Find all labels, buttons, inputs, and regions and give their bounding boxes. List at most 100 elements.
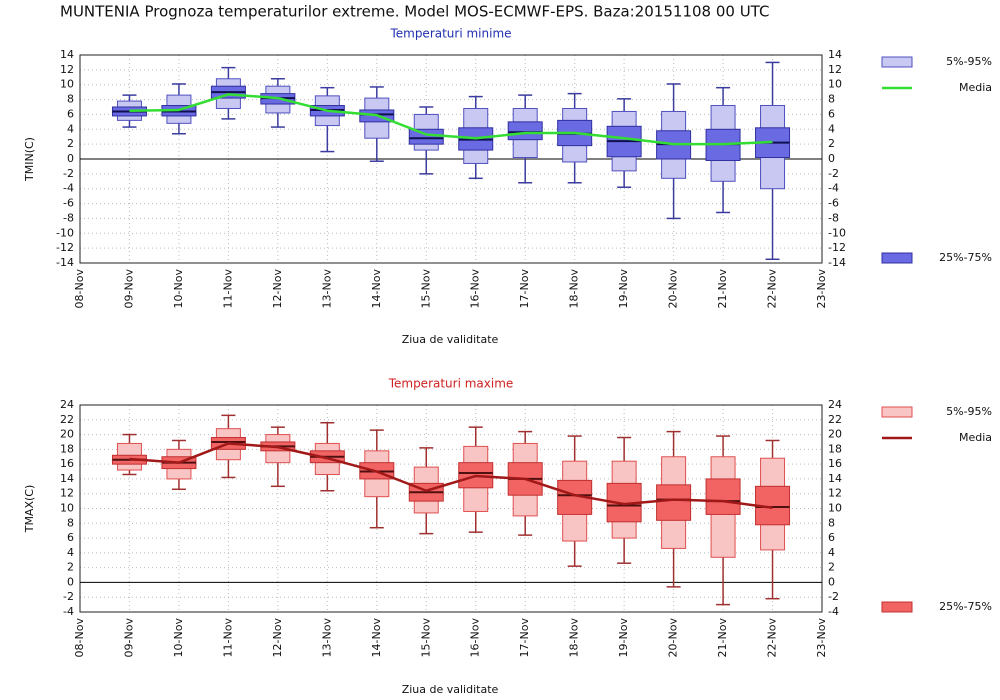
chart-title: Temperaturi minime	[389, 27, 511, 41]
y-tick-label: -8	[63, 211, 74, 224]
y-tick-label-right: -12	[828, 241, 846, 254]
x-tick-label: 17-Nov	[518, 618, 531, 658]
legend-swatch	[881, 56, 913, 68]
y-tick-label: 18	[60, 442, 74, 455]
y-tick-label: 6	[67, 107, 74, 120]
y-tick-label-right: 4	[828, 546, 835, 559]
x-axis-label: Ziua de validitate	[402, 333, 499, 346]
x-tick-label: 12-Nov	[271, 269, 284, 309]
box-25-75	[408, 128, 444, 145]
y-tick-label: 2	[67, 137, 74, 150]
y-tick-label-right: 10	[828, 78, 842, 91]
y-axis-label: TMIN(C)	[23, 137, 36, 182]
y-tick-label: -12	[56, 241, 74, 254]
legend-label: 25%-75%	[939, 251, 992, 264]
x-tick-label: 18-Nov	[568, 618, 581, 658]
y-tick-label-right: 2	[828, 137, 835, 150]
plot-frame	[79, 404, 823, 613]
legend-swatch	[881, 406, 913, 418]
y-tick-label: -2	[63, 167, 74, 180]
y-tick-label-right: 8	[828, 93, 835, 106]
x-tick-label: 10-Nov	[172, 618, 185, 658]
y-tick-label: -14	[56, 256, 74, 269]
y-tick-label-right: -10	[828, 226, 846, 239]
x-tick-label: 17-Nov	[518, 269, 531, 309]
y-tick-label-right: 0	[828, 152, 835, 165]
x-tick-label: 21-Nov	[716, 618, 729, 658]
legend-label: 25%-75%	[939, 600, 992, 613]
y-tick-label-right: -2	[828, 590, 839, 603]
y-tick-label: -2	[63, 590, 74, 603]
y-tick-label: 16	[60, 457, 74, 470]
y-tick-label-right: 12	[828, 63, 842, 76]
mean-line	[129, 93, 773, 146]
y-tick-label-right: 14	[828, 472, 842, 485]
legend-label: 5%-95%	[946, 405, 992, 418]
x-tick-label: 22-Nov	[766, 269, 779, 309]
x-tick-label: 08-Nov	[73, 618, 86, 658]
x-tick-label: 23-Nov	[815, 618, 828, 658]
x-tick-label: 09-Nov	[122, 269, 135, 309]
x-tick-label: 13-Nov	[320, 269, 333, 309]
y-tick-label-right: 12	[828, 487, 842, 500]
y-tick-label-right: 24	[828, 398, 842, 411]
y-tick-label: 0	[67, 575, 74, 588]
x-tick-label: 09-Nov	[122, 618, 135, 658]
y-tick-label-right: -4	[828, 182, 839, 195]
y-tick-label-right: 18	[828, 442, 842, 455]
x-tick-label: 19-Nov	[617, 618, 630, 658]
y-tick-label-right: 10	[828, 502, 842, 515]
x-tick-label: 08-Nov	[73, 269, 86, 309]
x-tick-label: 19-Nov	[617, 269, 630, 309]
y-tick-label: 24	[60, 398, 74, 411]
y-tick-label-right: 8	[828, 516, 835, 529]
chart-title: Temperaturi maxime	[388, 377, 514, 391]
x-tick-label: 12-Nov	[271, 618, 284, 658]
x-tick-label: 11-Nov	[221, 269, 234, 309]
x-tick-label: 21-Nov	[716, 269, 729, 309]
y-tick-label-right: -4	[828, 605, 839, 618]
y-tick-label-right: -8	[828, 211, 839, 224]
box-25-75	[705, 478, 741, 515]
y-tick-label-right: -6	[828, 197, 839, 210]
x-tick-label: 20-Nov	[667, 269, 680, 309]
x-tick-label: 14-Nov	[370, 618, 383, 658]
y-tick-label: 22	[60, 413, 74, 426]
x-tick-label: 23-Nov	[815, 269, 828, 309]
legend-label: 5%-95%	[946, 55, 992, 68]
x-tick-label: 14-Nov	[370, 269, 383, 309]
y-tick-label: -4	[63, 605, 74, 618]
y-tick-label-right: 4	[828, 122, 835, 135]
legend-label: Media	[959, 431, 992, 444]
y-tick-label: 4	[67, 546, 74, 559]
x-tick-label: 15-Nov	[419, 269, 432, 309]
x-tick-label: 10-Nov	[172, 269, 185, 309]
y-tick-label-right: 6	[828, 531, 835, 544]
page-title: MUNTENIA Prognoza temperaturilor extreme…	[60, 3, 769, 21]
y-tick-label: -10	[56, 226, 74, 239]
x-tick-label: 15-Nov	[419, 618, 432, 658]
legend-label: Media	[959, 81, 992, 94]
x-tick-label: 13-Nov	[320, 618, 333, 658]
y-tick-label: 10	[60, 78, 74, 91]
y-tick-label-right: 14	[828, 48, 842, 61]
y-tick-label: 14	[60, 472, 74, 485]
y-tick-label: 2	[67, 561, 74, 574]
y-tick-label-right: 16	[828, 457, 842, 470]
y-tick-label: 4	[67, 122, 74, 135]
y-tick-label-right: 6	[828, 107, 835, 120]
box-25-75	[507, 121, 543, 141]
x-tick-label: 16-Nov	[469, 618, 482, 658]
y-tick-label: 8	[67, 93, 74, 106]
x-tick-label: 20-Nov	[667, 618, 680, 658]
x-tick-label: 18-Nov	[568, 269, 581, 309]
x-tick-label: 16-Nov	[469, 269, 482, 309]
y-tick-label: 14	[60, 48, 74, 61]
y-tick-label: -4	[63, 182, 74, 195]
y-tick-label: 0	[67, 152, 74, 165]
y-tick-label-right: 20	[828, 428, 842, 441]
y-tick-label-right: 2	[828, 561, 835, 574]
mean-line	[129, 442, 773, 509]
y-tick-label: -6	[63, 197, 74, 210]
x-axis-label: Ziua de validitate	[402, 683, 499, 696]
